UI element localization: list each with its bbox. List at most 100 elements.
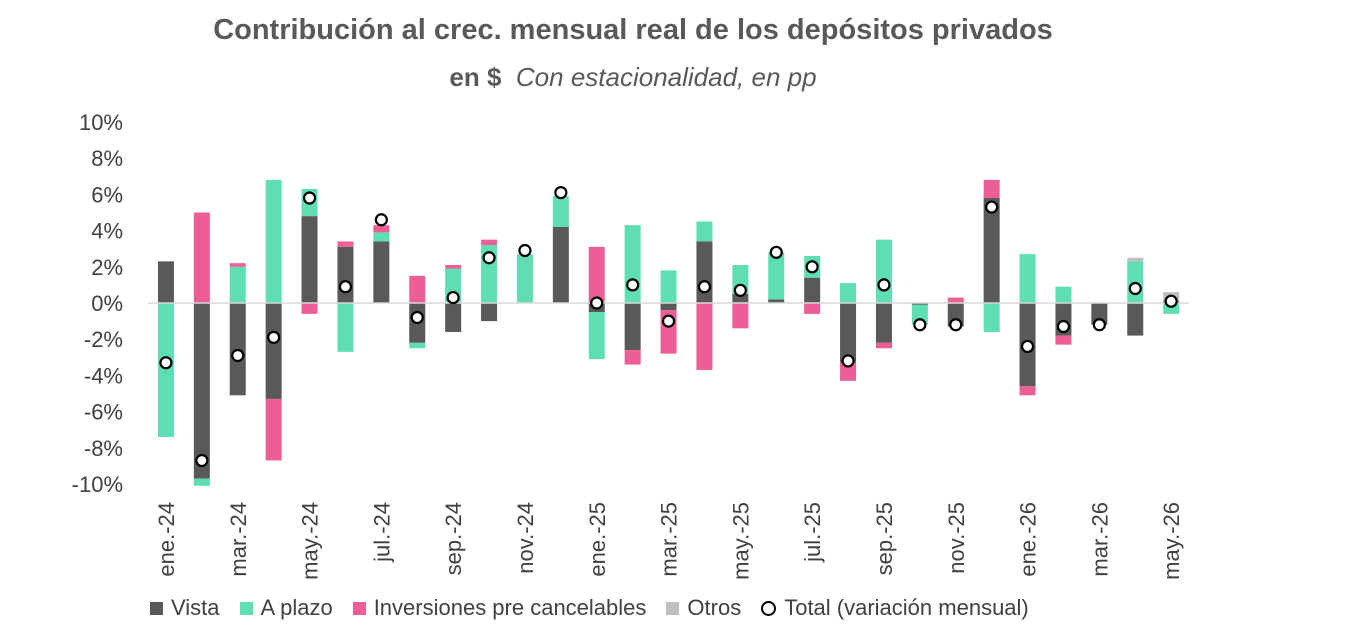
- total-point: [554, 185, 568, 200]
- total-point: [338, 280, 353, 294]
- y-tick-label: -8%: [84, 436, 123, 461]
- legend-swatch: [239, 601, 253, 615]
- bar-vista: [1091, 303, 1108, 325]
- bar-inversiones-pre-cancelables: [875, 342, 892, 349]
- bar-inversiones-pre-cancelables: [696, 303, 713, 370]
- y-tick-label: 8%: [91, 146, 123, 171]
- total-point: [231, 348, 245, 363]
- bar-vista: [193, 303, 210, 479]
- bar-inversiones-pre-cancelables: [840, 362, 857, 381]
- bar-vista: [301, 216, 318, 303]
- bar-vista: [1127, 303, 1144, 336]
- bar-a-plazo: [409, 342, 426, 349]
- chart-legend: Vista A plazo Inversiones pre cancelables O…: [150, 594, 1049, 622]
- total-point: [482, 251, 496, 265]
- legend-marker: [761, 600, 777, 616]
- total-point: [410, 310, 424, 325]
- bar-vista: [552, 226, 569, 303]
- total-point: [446, 290, 460, 305]
- x-tick-label: nov.-24: [513, 502, 538, 574]
- bar-vista: [337, 246, 354, 303]
- bar-vista: [804, 277, 821, 303]
- bar-inversiones-pre-cancelables: [409, 275, 426, 303]
- total-point: [1164, 294, 1178, 308]
- bar-inversiones-pre-cancelables: [301, 303, 318, 314]
- y-tick-label: -6%: [84, 400, 123, 425]
- legend-label: Otros: [687, 595, 742, 620]
- total-point: [1020, 339, 1035, 354]
- bar-a-plazo: [193, 478, 210, 486]
- bar-inversiones-pre-cancelables: [588, 246, 605, 303]
- total-point: [626, 278, 640, 292]
- bar-inversiones-pre-cancelables: [265, 398, 282, 461]
- x-tick-label: mar.-26: [1087, 502, 1112, 577]
- chart-subtitle: en $ Con estacionalidad, en pp: [0, 62, 1266, 93]
- legend-item: Otros: [666, 595, 741, 621]
- bar-a-plazo: [337, 303, 354, 352]
- y-tick-label: 2%: [91, 255, 123, 280]
- total-point: [913, 318, 927, 332]
- y-tick-label: 4%: [91, 219, 123, 244]
- bar-vista: [660, 303, 677, 311]
- subtitle-italic: Con estacionalidad, en pp: [515, 62, 817, 92]
- bar-inversiones-pre-cancelables: [481, 239, 498, 246]
- bar-a-plazo: [983, 303, 1000, 332]
- bar-a-plazo: [840, 283, 857, 303]
- bar-a-plazo: [1055, 286, 1072, 303]
- total-point: [949, 318, 963, 332]
- bar-inversiones-pre-cancelables: [445, 264, 462, 269]
- bar-vista: [265, 303, 282, 399]
- total-point: [267, 330, 281, 344]
- bar-vista: [373, 241, 390, 303]
- x-tick-label: ene.-24: [154, 502, 179, 577]
- legend-swatch: [666, 601, 680, 615]
- total-point: [877, 278, 891, 292]
- legend-swatch: [352, 601, 366, 615]
- bar-vista: [875, 303, 892, 343]
- bar-inversiones-pre-cancelables: [624, 350, 641, 365]
- subtitle-bold: en $: [449, 62, 502, 92]
- total-point: [1128, 281, 1142, 296]
- x-tick-label: ene.-26: [1016, 502, 1041, 577]
- total-point: [661, 314, 676, 328]
- bar-a-plazo: [516, 254, 533, 303]
- bar-inversiones-pre-cancelables: [373, 225, 390, 233]
- legend-label: Inversiones pre cancelables: [373, 595, 647, 620]
- total-point: [841, 354, 855, 368]
- legend-item: Inversiones pre cancelables: [352, 595, 647, 621]
- total-point: [374, 213, 388, 227]
- total-point: [590, 296, 604, 310]
- x-tick-label: mar.-24: [226, 502, 251, 577]
- total-point: [195, 453, 209, 468]
- x-tick-label: may.-25: [728, 502, 753, 580]
- bar-vista: [696, 241, 713, 303]
- total-point: [769, 245, 783, 259]
- x-tick-label: may.-26: [1159, 502, 1184, 580]
- total-point: [733, 283, 747, 297]
- x-tick-label: mar.-25: [657, 502, 682, 577]
- y-tick-label: -2%: [84, 327, 123, 352]
- legend-label: A plazo: [260, 595, 333, 620]
- legend-item: Vista: [150, 595, 220, 621]
- x-tick-label: may.-24: [298, 502, 323, 580]
- bar-inversiones-pre-cancelables: [732, 303, 749, 329]
- y-tick-label: 0%: [91, 291, 123, 316]
- bar-vista: [624, 303, 641, 351]
- legend-item: A plazo: [239, 595, 333, 621]
- bar-a-plazo: [696, 221, 713, 242]
- bar-a-plazo: [875, 239, 892, 303]
- x-tick-label: jul.-25: [800, 502, 825, 563]
- y-tick-label: 10%: [79, 110, 123, 135]
- total-point: [159, 356, 173, 370]
- bar-inversiones-pre-cancelables: [193, 212, 210, 303]
- y-tick-label: 6%: [91, 182, 123, 207]
- bar-inversiones-pre-cancelables: [1019, 386, 1036, 396]
- bar-a-plazo: [373, 232, 390, 242]
- bar-vista: [768, 299, 785, 303]
- y-tick-label: -10%: [72, 472, 123, 497]
- bar-a-plazo: [265, 179, 282, 303]
- bar-vista: [445, 303, 462, 332]
- total-point: [518, 243, 532, 258]
- bar-otros: [1127, 257, 1144, 262]
- y-tick-label: -4%: [84, 363, 123, 388]
